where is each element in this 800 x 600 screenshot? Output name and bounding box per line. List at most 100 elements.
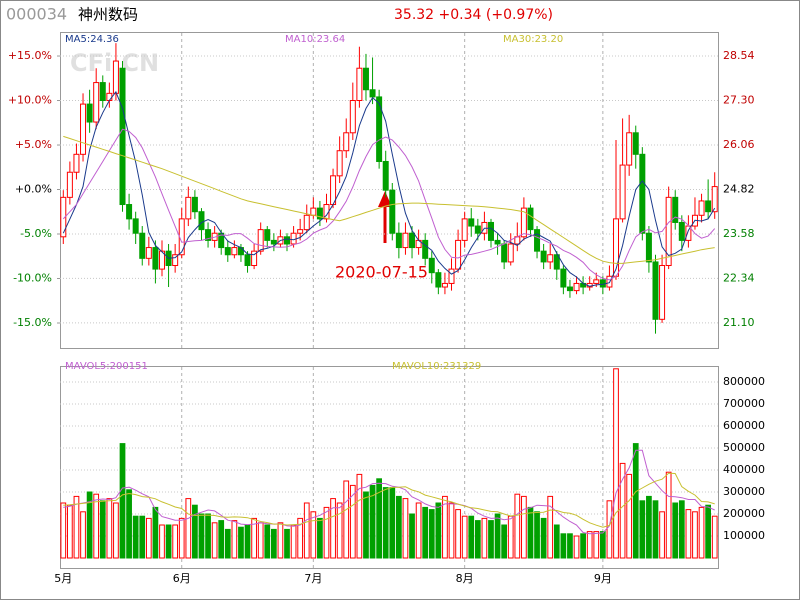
- x-tick-label: 5月: [54, 572, 72, 585]
- y-tick-label: 700000: [723, 397, 765, 410]
- candle-body: [237, 247, 244, 256]
- y-tick-label: 28.54: [723, 49, 755, 62]
- candle-body: [659, 265, 666, 320]
- candle-body: [435, 272, 442, 288]
- candle-body: [652, 261, 659, 320]
- volume-bar: [119, 443, 126, 559]
- volume-bar: [343, 480, 350, 559]
- candle-body: [369, 89, 376, 98]
- candle-body: [645, 232, 652, 263]
- volume-bar: [363, 491, 369, 559]
- candle-body: [593, 279, 600, 284]
- candle-body: [244, 254, 251, 267]
- volume-bar: [527, 506, 534, 559]
- legend-entry: MA30:23.20: [503, 34, 563, 45]
- arrow-head: [378, 191, 392, 207]
- ma-line: [62, 90, 716, 287]
- volume-bar: [553, 524, 560, 559]
- volume-bar: [60, 502, 67, 559]
- candle-body: [126, 204, 133, 220]
- quote: 35.32 +0.34 (+0.97%): [394, 7, 553, 23]
- candle-body: [507, 243, 514, 263]
- candle-body: [626, 132, 633, 166]
- volume-bar: [251, 517, 257, 559]
- volume-bar: [198, 513, 205, 559]
- volume-bar: [685, 509, 692, 559]
- candle-body: [343, 132, 350, 152]
- candle-body: [198, 211, 205, 231]
- candle-body: [251, 250, 258, 267]
- candle-body: [705, 200, 712, 213]
- volume-bar: [540, 517, 547, 559]
- candle-body: [119, 67, 126, 206]
- candle-body: [205, 229, 212, 241]
- volume-bar: [488, 520, 494, 559]
- volume-bar: [428, 509, 435, 559]
- candle-body: [494, 239, 501, 245]
- candle-body: [395, 232, 402, 249]
- y-tick-label: 24.82: [723, 182, 755, 195]
- ma-line: [63, 472, 715, 528]
- volume-bar: [448, 502, 455, 559]
- y-tick-label: 500000: [723, 441, 765, 454]
- volume-bar: [224, 528, 231, 559]
- candle-body: [455, 239, 462, 270]
- candle-body: [619, 164, 626, 220]
- stock-name: 神州数码: [78, 6, 138, 24]
- y-tick-label: 27.30: [723, 94, 755, 107]
- y-tick-label: 100000: [723, 529, 765, 542]
- volume-bar: [678, 500, 685, 559]
- volume-bar: [389, 487, 396, 559]
- volume-bar: [455, 509, 461, 559]
- volume-bar: [244, 524, 251, 559]
- volume-bar: [277, 522, 284, 559]
- stock-code: 000034: [6, 5, 67, 24]
- candle-body: [409, 232, 416, 249]
- volume-bar: [310, 511, 317, 559]
- candle-body: [639, 153, 646, 234]
- y-tick-label: 22.34: [723, 271, 755, 284]
- ma-line: [63, 449, 715, 535]
- candle-body: [448, 268, 455, 284]
- volume-bar: [323, 506, 330, 559]
- y2-tick-label: -15.0%: [13, 316, 52, 329]
- volume-bar: [593, 531, 600, 559]
- volume-bar: [382, 487, 389, 559]
- candle-body: [468, 218, 475, 227]
- candle-body: [389, 189, 396, 234]
- candle-body: [553, 254, 560, 270]
- y2-tick-label: +5.0%: [15, 138, 52, 151]
- candle-body: [501, 243, 508, 263]
- volume-bar: [126, 489, 132, 559]
- candle-body: [356, 67, 363, 102]
- volume-bar: [409, 513, 415, 559]
- volume-bar: [270, 528, 277, 559]
- volume-bar: [534, 511, 540, 559]
- candle-body: [672, 196, 679, 223]
- candle-body: [284, 236, 291, 245]
- volume-bar: [494, 513, 501, 559]
- volume-bar: [613, 368, 619, 559]
- volume-bar: [514, 493, 521, 559]
- volume-bar: [264, 524, 271, 559]
- legend-entry: MA10:23.64: [285, 34, 345, 45]
- y-tick-label: 600000: [723, 419, 765, 432]
- y2-tick-label: -5.0%: [20, 227, 52, 240]
- candle-body: [172, 254, 179, 267]
- volume-bar: [73, 495, 80, 559]
- candle-body: [303, 214, 310, 231]
- volume-bar: [586, 531, 593, 559]
- legend-entry: MA5:24.36: [65, 34, 119, 45]
- volume-bar: [165, 524, 172, 559]
- volume-bar: [646, 495, 652, 559]
- y2-tick-label: +0.0%: [15, 183, 52, 196]
- volume-panel: [60, 366, 719, 569]
- volume-bar: [152, 506, 159, 559]
- volume-bar: [356, 473, 363, 559]
- volume-bar: [159, 524, 165, 559]
- y2-tick-label: -10.0%: [13, 271, 52, 284]
- volume-bar: [205, 513, 211, 559]
- y-tick-label: 800000: [723, 375, 765, 388]
